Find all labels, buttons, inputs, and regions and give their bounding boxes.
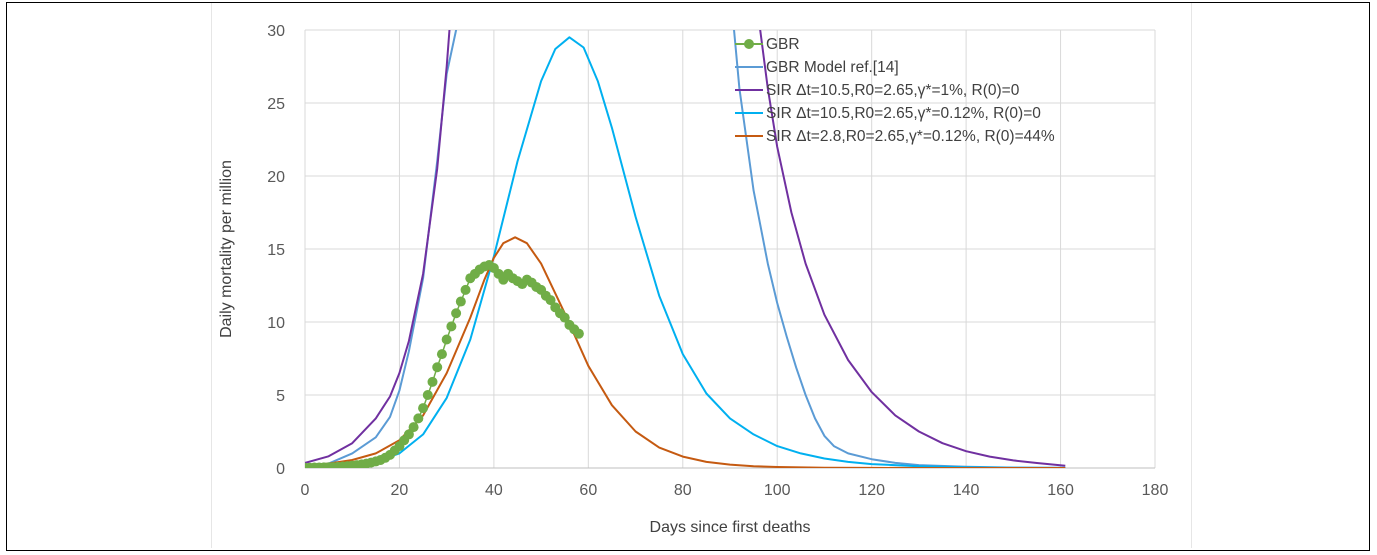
y-tick-label-4: 20 xyxy=(267,169,285,186)
series-0-point-25 xyxy=(418,403,429,414)
gridlines xyxy=(305,29,1156,468)
series-0-point-32 xyxy=(451,308,462,319)
x-tick-label-4: 80 xyxy=(674,482,692,499)
tick-labels: 0 20 40 60 80 100 120 140 160 180 0 5 10 15 20 25 30 xyxy=(267,23,1168,499)
y-axis-title: Daily mortality per million xyxy=(218,160,235,338)
x-tick-label-9: 180 xyxy=(1142,482,1169,499)
x-tick-label-2: 40 xyxy=(485,482,503,499)
y-tick-label-3: 15 xyxy=(267,242,285,259)
legend-label-2: SIR Δt=10.5,R0=2.65,γ*=1%, R(0)=0 xyxy=(766,82,1020,99)
series-layer xyxy=(305,30,1066,468)
series-0-point-27 xyxy=(427,376,438,387)
y-tick-label-5: 25 xyxy=(267,96,285,113)
x-tick-label-8: 160 xyxy=(1047,482,1074,499)
series-0-point-28 xyxy=(432,362,443,373)
series-0-point-33 xyxy=(455,296,466,307)
legend-label-3: SIR Δt=10.5,R0=2.65,γ*=0.12%, R(0)=0 xyxy=(766,105,1041,122)
series-0-point-22 xyxy=(403,429,414,440)
chart-panel xyxy=(211,3,1192,548)
legend-label-1: GBR Model ref.[14] xyxy=(766,59,899,76)
series-0-point-23 xyxy=(408,422,419,433)
x-tick-label-6: 120 xyxy=(858,482,885,499)
figure-frame xyxy=(6,2,1370,551)
series-0-point-29 xyxy=(436,349,447,360)
legend-label-0: GBR xyxy=(766,36,800,53)
series-0-point-52 xyxy=(545,295,556,306)
x-axis-title: Days since first deaths xyxy=(650,519,811,536)
x-tick-label-1: 20 xyxy=(391,482,409,499)
legend-label-4: SIR Δt=2.8,R0=2.65,γ*=0.12%, R(0)=44% xyxy=(766,128,1055,145)
legend-marker-0 xyxy=(744,39,754,49)
y-tick-label-1: 5 xyxy=(276,388,285,405)
series-line-1 xyxy=(305,30,1066,468)
series-0-point-55 xyxy=(559,312,570,323)
series-0-point-58 xyxy=(573,328,584,339)
legend: GBR GBR Model ref.[14] SIR Δt=10.5,R0=2.65… xyxy=(735,36,1055,145)
series-line-2 xyxy=(305,30,1066,467)
series-0-point-31 xyxy=(446,321,457,332)
series-0-point-26 xyxy=(422,390,433,400)
y-tick-label-2: 10 xyxy=(267,315,285,332)
series-0-point-34 xyxy=(460,284,471,295)
series-0-point-30 xyxy=(441,334,452,345)
x-tick-label-0: 0 xyxy=(301,482,310,499)
y-tick-label-6: 30 xyxy=(267,23,285,40)
x-tick-label-3: 60 xyxy=(579,482,597,499)
y-tick-label-0: 0 xyxy=(276,461,285,478)
series-0-point-24 xyxy=(413,413,424,424)
series-line-3 xyxy=(305,36,1066,468)
x-tick-label-7: 140 xyxy=(953,482,980,499)
series-line-4 xyxy=(305,236,1066,468)
x-tick-label-5: 100 xyxy=(764,482,791,499)
